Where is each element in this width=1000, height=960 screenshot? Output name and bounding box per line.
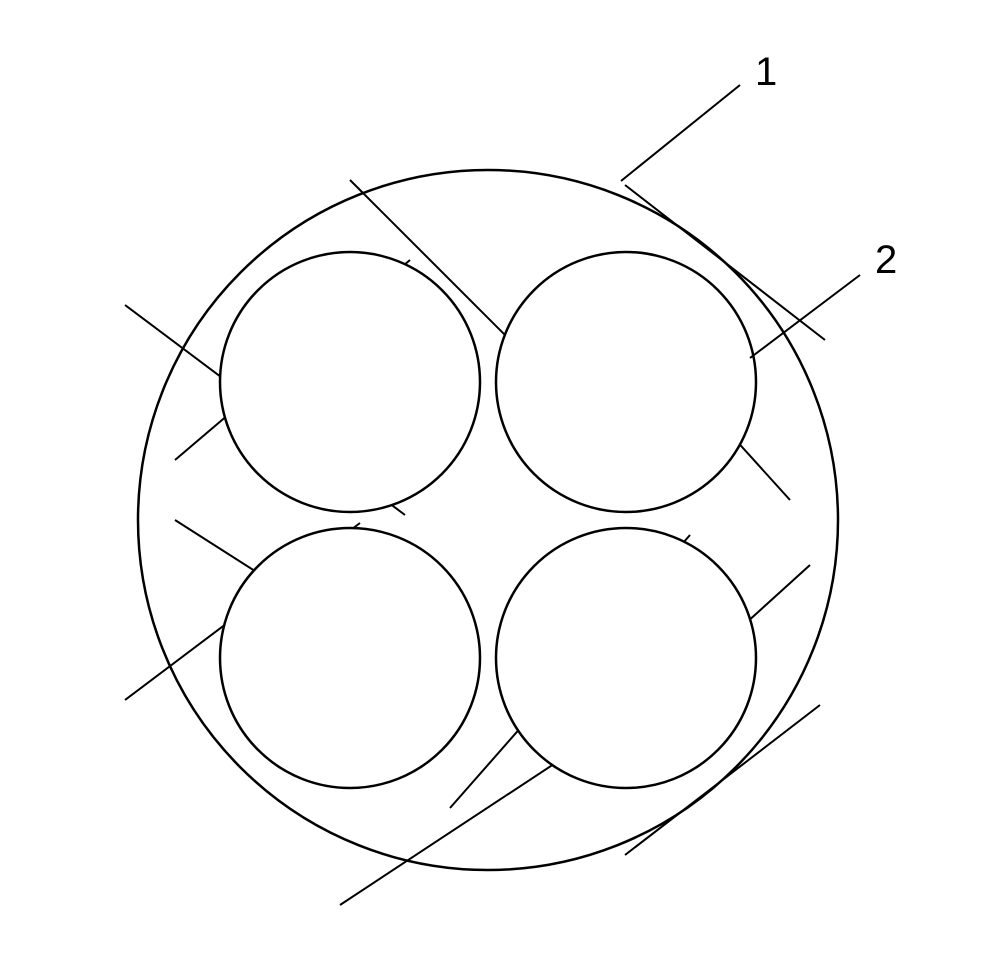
inner-circle-2 (496, 252, 756, 512)
label-1: 1 (755, 50, 777, 95)
leader-line-2 (750, 275, 860, 358)
leader-line-1 (621, 85, 740, 181)
inner-circle-3 (220, 528, 480, 788)
label-2: 2 (875, 238, 897, 283)
inner-circle-4 (496, 528, 756, 788)
diagram-svg (0, 0, 1000, 960)
inner-circle-1 (220, 252, 480, 512)
